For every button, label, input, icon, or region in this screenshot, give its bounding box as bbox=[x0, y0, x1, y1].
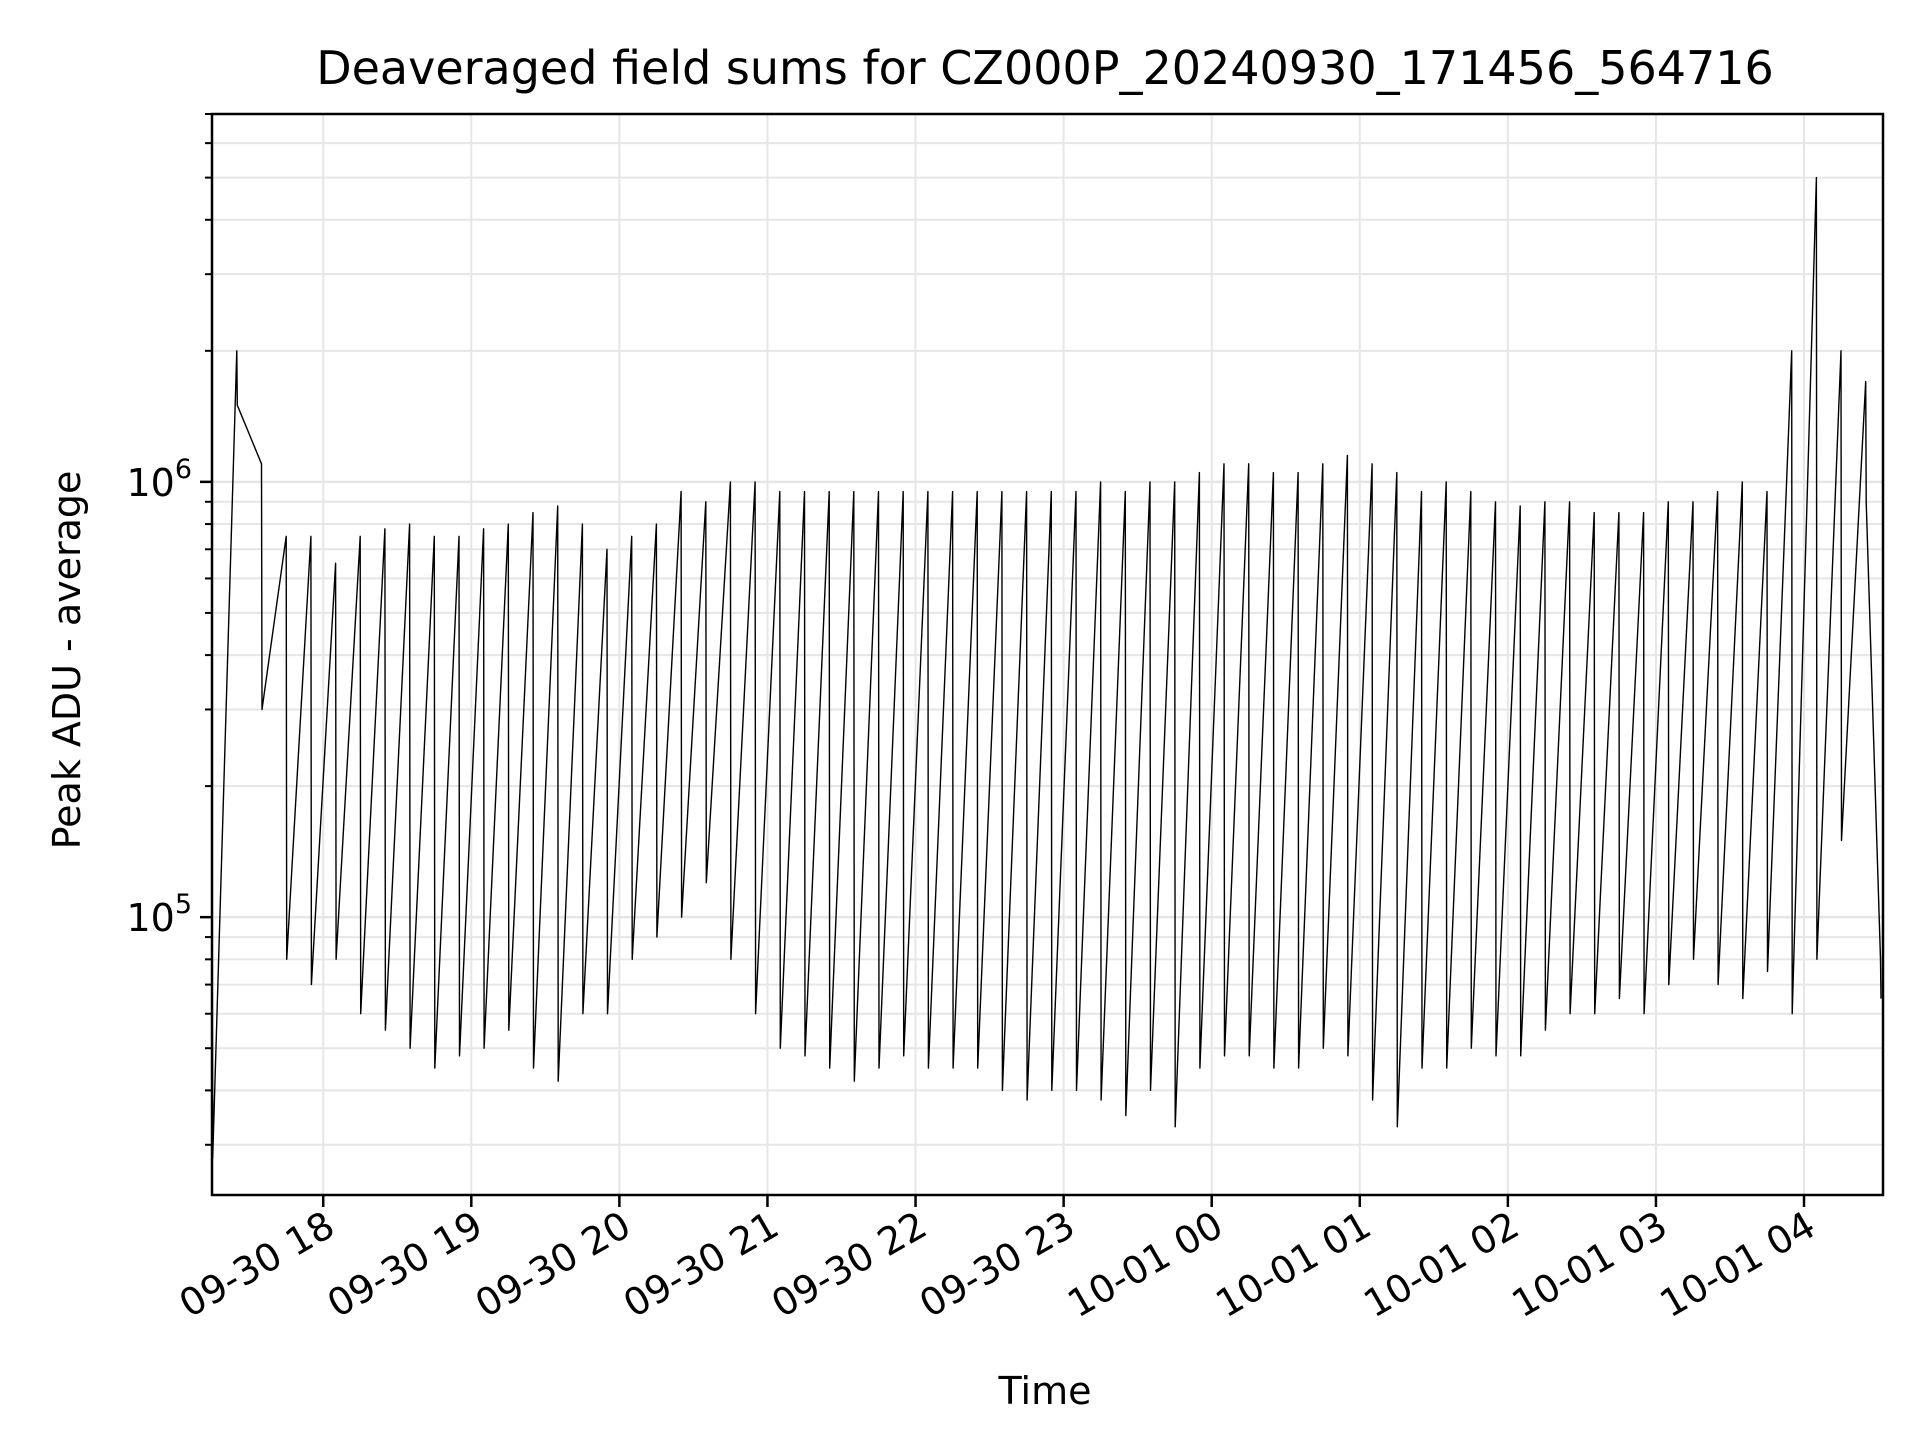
y-tick-label: 106 bbox=[126, 454, 192, 505]
y-tick-label: 105 bbox=[126, 889, 192, 940]
y-axis: 105 106 bbox=[126, 113, 212, 1146]
series-line-path bbox=[211, 176, 1882, 1159]
series-line bbox=[211, 176, 1882, 1159]
y-axis-label: Peak ADU - average bbox=[45, 471, 89, 850]
x-axis-label: Time bbox=[998, 1369, 1092, 1413]
chart-title: Deaveraged field sums for CZ000P_2024093… bbox=[316, 41, 1774, 95]
